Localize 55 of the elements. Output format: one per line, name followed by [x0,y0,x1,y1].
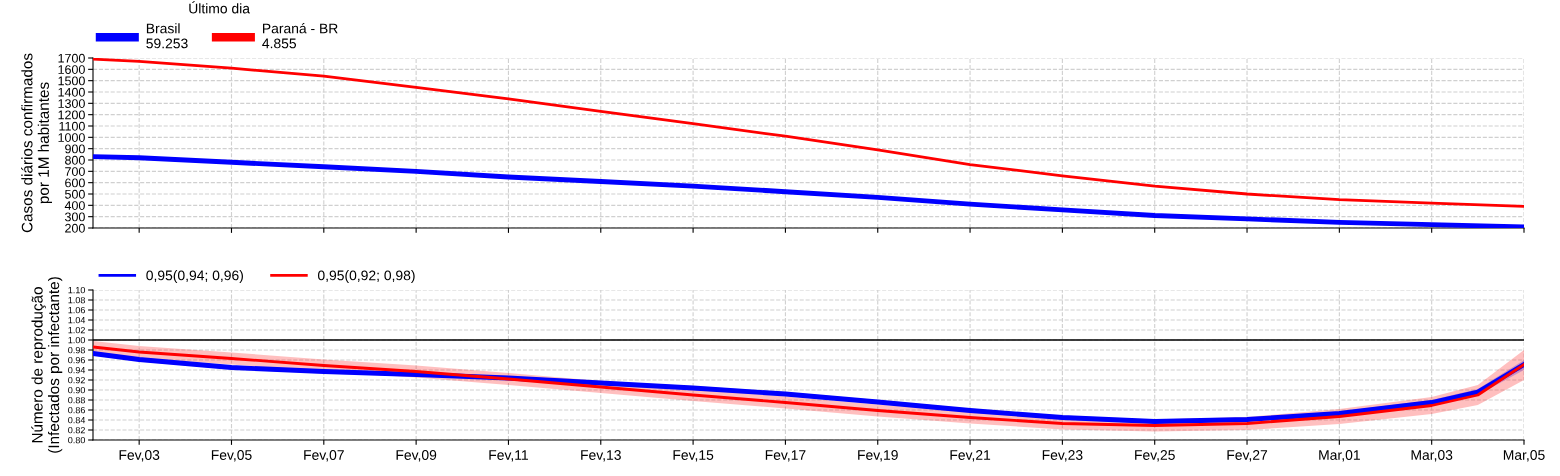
y-tick-label: 1400 [58,87,85,97]
y-tick-label: 0.94 [68,366,86,374]
y-tick-label: 600 [65,178,85,188]
y-tick-label: 0.82 [68,426,85,434]
y-axis-title: Casos diários confirmados por 1M habitantes [21,53,52,233]
x-tick-label: Mar,01 [1319,450,1360,462]
legend-title: Último dia [189,1,250,14]
x-tick-label: Fev,19 [858,450,898,462]
y-tick-label: 0.84 [68,416,86,424]
y-tick-label: 1.00 [68,336,86,344]
y-axis-title: Número de reprodução (Infectados por infectante) [31,277,63,453]
y-tick-label: 200 [65,223,85,233]
legend-label: 0,95(0,92; 0,98) [317,270,415,284]
y-tick-label: 800 [65,155,85,165]
y-tick-label: 1500 [58,76,85,86]
x-tick-label: Fev,23 [1042,450,1083,462]
legend-label: 0,95(0,94; 0,96) [146,270,243,284]
y-tick-label: 1.10 [68,286,86,294]
x-tick-label: Fev,21 [950,450,991,462]
x-tick-label: Fev,17 [765,450,806,462]
x-tick-label: Fev,25 [1135,450,1175,462]
y-tick-label: 500 [65,189,85,199]
y-tick-label: 0.88 [68,396,85,404]
y-tick-label: 1.02 [68,326,85,334]
x-tick-label: Fev,27 [1227,450,1268,462]
y-tick-label: 1000 [58,133,85,142]
x-tick-label: Fev,09 [396,450,437,462]
y-tick-label: 700 [65,167,85,176]
y-tick-label: 1700 [58,53,85,63]
y-tick-label: 300 [64,212,85,222]
y-tick-label: 0.86 [68,406,85,414]
y-tick-label: 1600 [58,65,85,74]
x-tick-label: Fev,05 [211,450,252,462]
legend-label: Paraná - BR 4.855 [262,22,338,49]
y-tick-label: 0.92 [68,376,85,384]
y-tick-label: 900 [65,144,85,154]
y-tick-label: 1300 [58,99,85,108]
y-tick-label: 0.98 [68,346,85,354]
y-tick-label: 0.80 [68,436,86,444]
x-tick-label: Mar,05 [1503,450,1545,462]
y-tick-label: 0.90 [68,386,86,394]
x-tick-label: Fev,15 [673,450,714,462]
y-tick-label: 0.96 [68,356,85,364]
x-tick-label: Fev,11 [489,450,528,462]
y-tick-label: 1.08 [68,296,85,304]
x-tick-label: Mar,03 [1411,450,1453,462]
x-tick-label: Fev,03 [119,450,160,462]
y-tick-label: 1200 [58,110,85,120]
x-tick-label: Fev,07 [304,450,344,462]
y-tick-label: 1.06 [68,306,85,314]
x-tick-label: Fev,13 [581,450,621,462]
y-tick-label: 400 [64,201,85,210]
legend-label: Brasil 59.253 [146,23,188,49]
y-tick-label: 1100 [59,121,85,131]
y-tick-label: 1.04 [68,316,86,324]
